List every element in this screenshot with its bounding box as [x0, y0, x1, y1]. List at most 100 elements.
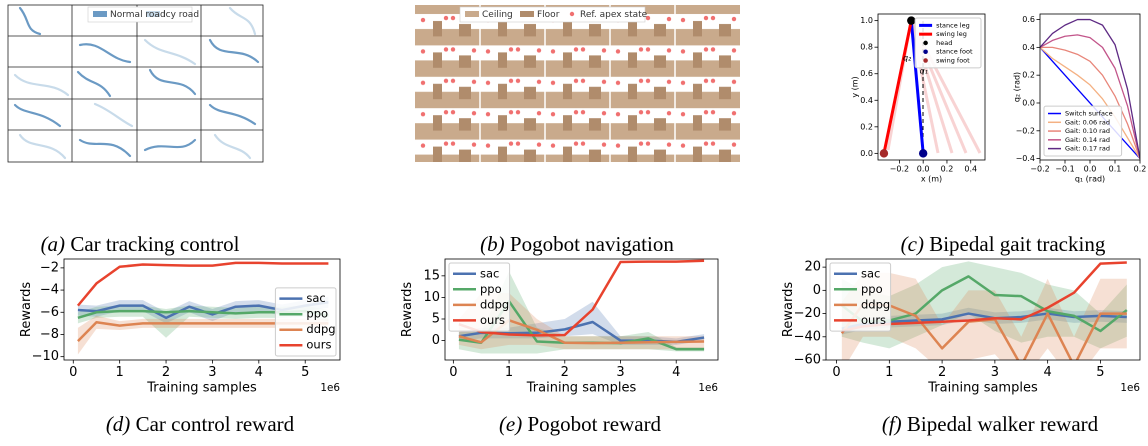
caption-text: Bipedal walker reward [907, 412, 1099, 436]
line [1040, 46, 1140, 159]
y-tick-label: 0.2 [860, 122, 873, 131]
y-tick-label: 0.0 [860, 149, 873, 158]
x-tick-label: 0 [832, 365, 840, 380]
legend-label: ours [306, 338, 331, 352]
legend-label: sac [480, 266, 499, 280]
line [1040, 46, 1140, 160]
plot-area [840, 261, 1128, 360]
y-tick-label: 10 [423, 290, 440, 305]
y-tick-label: −40 [794, 329, 821, 344]
caption: (e) Pogobot reward [499, 412, 662, 436]
y-axis-label: y (m) [850, 76, 859, 97]
x-tick-label: 5 [1096, 365, 1104, 380]
y-tick-label: −20 [794, 306, 821, 321]
legend-label: ppo [480, 282, 502, 296]
x-tick-label: 0.1 [1109, 165, 1122, 174]
y-tick-label: −60 [794, 353, 821, 368]
caption-tag: (b) [480, 232, 505, 256]
y-axis-label: Rewards [19, 282, 34, 337]
legend-box [1043, 105, 1123, 157]
legend-label: swing foot [936, 56, 970, 64]
x-tick-label: 0 [69, 365, 77, 380]
x-tick-label: −0.2 [1030, 165, 1049, 174]
caption-tag: (a) [41, 232, 66, 256]
y-tick-label: 15 [423, 268, 440, 283]
legend-label: ddpg [306, 322, 335, 336]
y-axis-label: Rewards [400, 282, 415, 337]
x-tick-label: 4 [1044, 365, 1052, 380]
caption-text: Car control reward [136, 412, 295, 436]
y-tick-label: −8 [40, 327, 59, 342]
line [1040, 18, 1140, 159]
legend-label: sac [861, 266, 880, 280]
y-tick-label: 20 [804, 260, 821, 275]
line [882, 20, 913, 154]
legend-box [829, 262, 892, 332]
legend-label: Icy road [163, 10, 199, 20]
y-tick-label: 0.6 [860, 69, 873, 78]
legend-label: Gait: 0.06 rad [1065, 118, 1110, 126]
annotation: q₂ [903, 53, 912, 62]
y-tick-label: 0.4 [860, 96, 873, 105]
annotation: q₁ [920, 67, 928, 76]
x-axis-label: q₁ (rad) [1075, 175, 1105, 184]
x-tick-label: 1 [116, 365, 124, 380]
x-axis-label: Training samples [526, 380, 637, 395]
y-tick-label: 0 [432, 333, 440, 348]
legend-label: ours [861, 313, 886, 327]
x-tick-label: 0.0 [917, 165, 930, 174]
line [909, 20, 925, 154]
legend-box [914, 17, 982, 69]
x-tick-label: 0 [449, 365, 457, 380]
line [458, 259, 705, 337]
x-tick-label: 0.0 [1084, 165, 1097, 174]
point [907, 16, 916, 25]
legend-label: Ref. apex state [580, 10, 648, 20]
y-tick-label: 5 [432, 311, 440, 326]
plot-frame [444, 258, 719, 361]
legend-label: stance leg [936, 21, 970, 29]
legend-box [274, 287, 337, 357]
x-tick-label: 3 [991, 365, 999, 380]
chart: 0 1 2 3 4 5 −10 −8 −6 −4 −2 Training samples Rewards… [19, 258, 341, 395]
chart: −0.2 −0.1 0.0 0.1 0.2 −0.4 −0.2 0.0 0.2 0.4 0.6 q₁ … [1012, 13, 1146, 184]
x-axis-label: x (m) [921, 175, 942, 184]
caption: (b) Pogobot navigation [480, 232, 674, 256]
legend-label: ppo [861, 282, 883, 296]
legend-label: sac [306, 291, 325, 305]
legend-label: Switch surface [1065, 110, 1113, 118]
caption: (d) Car control reward [106, 412, 295, 436]
line [1040, 46, 1140, 159]
x-tick-label: 5 [301, 365, 309, 380]
caption-tag: (e) [499, 412, 522, 436]
plot-area [879, 16, 928, 158]
plot-frame [825, 258, 1141, 361]
line [76, 261, 329, 307]
x-tick-label: −0.1 [1055, 165, 1074, 174]
line [1040, 34, 1140, 159]
x-tick-label: 2 [162, 365, 170, 380]
y-tick-label: 0.8 [860, 43, 873, 52]
x-tick-label: 0.2 [941, 165, 954, 174]
legend-swatch [923, 40, 928, 46]
legend-label: head [936, 39, 952, 47]
caption-text: Bipedal gait tracking [929, 232, 1106, 256]
chart: 0 1 2 3 4 5 −60 −40 −20 0 20 Training samples Reward… [781, 258, 1141, 395]
pogobot-illustration: Ceiling Floor Ref. apex state [415, 5, 740, 162]
caption-tag: (d) [106, 412, 131, 436]
legend-label: ours [480, 313, 505, 327]
caption: (f) Bipedal walker reward [882, 412, 1099, 436]
y-tick-label: −2 [40, 260, 59, 275]
y-tick-label: 1.0 [860, 16, 873, 25]
car-illustration: Normal road Icy road [7, 4, 264, 163]
legend-label: Ceiling [482, 10, 513, 20]
legend-box [448, 262, 511, 332]
legend-label: Floor [537, 10, 560, 20]
x-tick-label: 3 [208, 365, 216, 380]
captions: (a) Car tracking control (b) Pogobot nav… [41, 232, 1106, 436]
legend-swatch [923, 58, 928, 63]
